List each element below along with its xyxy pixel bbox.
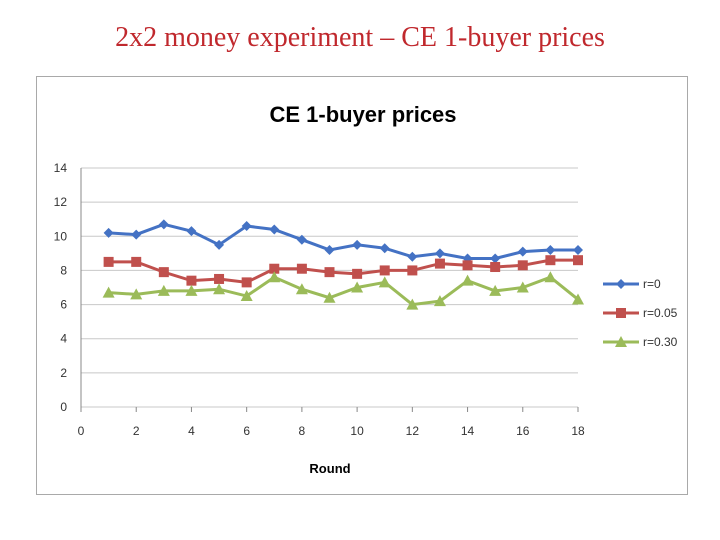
data-point [214, 239, 225, 250]
data-point [268, 271, 281, 283]
data-point [324, 267, 335, 278]
y-tick-label: 0 [60, 400, 67, 414]
data-point [545, 255, 556, 266]
data-point [379, 265, 390, 276]
y-tick-label: 4 [60, 332, 67, 346]
y-tick-label: 6 [60, 298, 67, 312]
series-r=0 [103, 219, 583, 264]
data-point [573, 244, 583, 255]
data-point [103, 256, 114, 267]
data-point [240, 290, 253, 302]
data-point [102, 286, 115, 298]
data-point [157, 284, 170, 296]
x-tick-label: 6 [243, 424, 250, 438]
chart-frame: CE 1-buyer prices 0 2 4 6 8 10 12 14 0 2 4 6 8 10 12 1… [36, 76, 688, 495]
data-point [213, 283, 226, 295]
data-point [433, 295, 446, 307]
y-tick-label: 2 [60, 366, 67, 380]
data-point [130, 288, 143, 300]
legend-item-r=0.05: r=0.05 [603, 306, 678, 320]
data-point [517, 246, 528, 257]
data-point [545, 244, 556, 255]
series-line-r=0.30 [108, 275, 579, 307]
data-point [573, 255, 583, 266]
series-group [102, 219, 584, 310]
data-point [324, 244, 335, 255]
legend-item-r=0: r=0 [603, 277, 661, 291]
series-line-r=0 [108, 222, 578, 260]
series-r=0.30 [102, 271, 584, 310]
y-tick-label: 8 [60, 263, 67, 277]
data-point [517, 260, 528, 271]
data-point [434, 248, 445, 259]
data-point [378, 276, 391, 288]
legend-marker [615, 336, 627, 347]
chart-title: CE 1-buyer prices [269, 102, 456, 127]
grid-lines [80, 167, 578, 408]
legend: r=0 r=0.05 r=0.30 [603, 277, 678, 349]
data-point [516, 281, 529, 293]
x-axis-title: Round [309, 461, 350, 476]
data-point [379, 243, 390, 254]
x-tick-label: 16 [516, 424, 530, 438]
data-point [295, 283, 308, 295]
y-tick-label: 10 [54, 229, 68, 243]
data-point [490, 262, 501, 273]
legend-item-r=0.30: r=0.30 [603, 335, 678, 349]
legend-label: r=0 [643, 277, 661, 291]
legend-marker [616, 279, 626, 289]
data-point [269, 263, 280, 274]
x-axis-ticks: 0 2 4 6 8 10 12 14 16 18 [78, 407, 585, 438]
data-point [490, 253, 501, 264]
x-tick-label: 0 [78, 424, 85, 438]
data-point [406, 298, 419, 310]
data-point [131, 229, 142, 240]
x-tick-label: 14 [461, 424, 475, 438]
line-chart: CE 1-buyer prices 0 2 4 6 8 10 12 14 0 2 4 6 8 10 12 1… [54, 102, 678, 476]
data-point [572, 293, 584, 305]
x-tick-label: 12 [406, 424, 420, 438]
data-point [434, 258, 445, 269]
data-point [241, 277, 252, 288]
data-point [407, 265, 418, 276]
slide-title: 2x2 money experiment – CE 1-buyer prices [115, 22, 605, 53]
data-point [461, 274, 474, 286]
data-point [241, 221, 252, 232]
y-axis-ticks: 0 2 4 6 8 10 12 14 [54, 161, 68, 414]
data-point [186, 275, 197, 286]
y-tick-label: 14 [54, 161, 68, 175]
series-line-r=0.05 [108, 258, 578, 284]
x-tick-label: 4 [188, 424, 195, 438]
data-point [296, 234, 307, 245]
data-point [407, 251, 418, 262]
legend-marker [616, 308, 626, 318]
data-point [185, 284, 198, 296]
data-point [269, 224, 280, 235]
data-point [186, 226, 197, 237]
data-point [462, 260, 473, 271]
legend-label: r=0.30 [643, 335, 678, 349]
x-tick-label: 18 [571, 424, 585, 438]
data-point [296, 263, 307, 274]
data-point [158, 219, 169, 230]
data-point [351, 281, 364, 293]
data-point [158, 267, 169, 278]
data-point [214, 273, 225, 284]
data-point [544, 271, 557, 283]
x-tick-label: 8 [299, 424, 306, 438]
data-point [131, 256, 142, 267]
data-point [489, 284, 502, 296]
x-tick-label: 2 [133, 424, 140, 438]
y-tick-label: 12 [54, 195, 68, 209]
legend-label: r=0.05 [643, 306, 678, 320]
x-tick-label: 10 [350, 424, 364, 438]
data-point [352, 239, 363, 250]
data-point [103, 227, 114, 238]
data-point [323, 291, 336, 303]
data-point [352, 268, 363, 279]
series-r=0.05 [103, 255, 583, 288]
